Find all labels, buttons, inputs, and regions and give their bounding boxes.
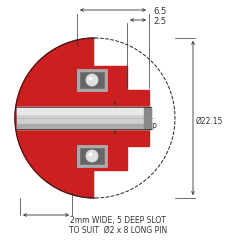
Circle shape xyxy=(86,150,98,162)
Text: x 19 Deep: x 19 Deep xyxy=(118,122,157,130)
Text: Ø22.15: Ø22.15 xyxy=(196,116,223,126)
Bar xyxy=(17,124,151,129)
Circle shape xyxy=(86,74,98,86)
Circle shape xyxy=(15,38,175,198)
Bar xyxy=(127,90,149,146)
Bar xyxy=(77,66,127,170)
Circle shape xyxy=(89,77,92,80)
Bar xyxy=(144,107,151,129)
Text: 6.5: 6.5 xyxy=(153,6,166,16)
Bar xyxy=(77,145,107,167)
Bar xyxy=(80,72,104,88)
Bar xyxy=(17,107,151,129)
Text: 2.5: 2.5 xyxy=(153,16,166,26)
Text: TO SUIT  Ø2 x 8 LONG PIN: TO SUIT Ø2 x 8 LONG PIN xyxy=(69,226,167,234)
Bar xyxy=(77,69,107,91)
Text: 2mm WIDE, 5 DEEP SLOT: 2mm WIDE, 5 DEEP SLOT xyxy=(70,216,166,224)
Circle shape xyxy=(89,153,92,156)
Wedge shape xyxy=(95,36,177,200)
Bar xyxy=(80,148,104,164)
Bar xyxy=(17,107,151,114)
Text: Ø5 H7: Ø5 H7 xyxy=(118,110,142,118)
